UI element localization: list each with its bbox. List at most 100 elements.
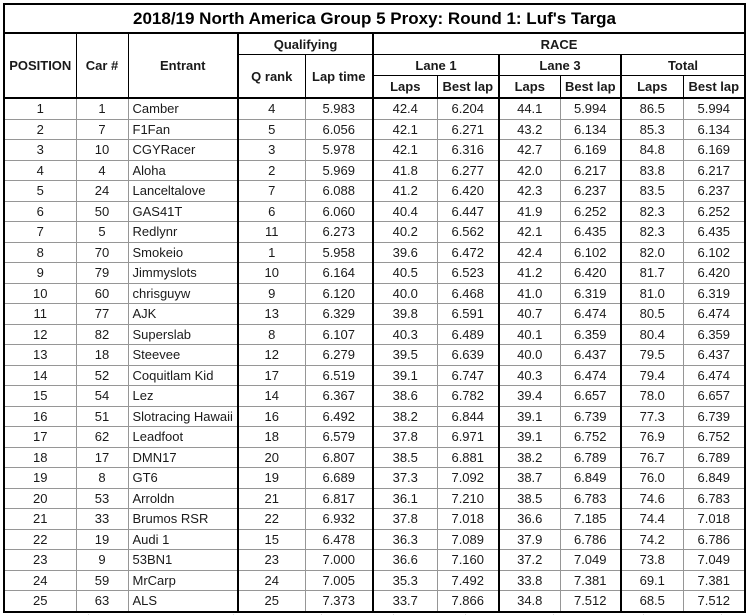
gridline-stub: [393, 613, 394, 615]
cell-lane3-best-lap: 6.849: [559, 467, 622, 489]
cell-lane3-best-lap: 6.789: [559, 446, 622, 468]
table-row: 17 62 Leadfoot 18 6.579 37.8 6.971 39.1 6.752 76.…: [3, 426, 747, 448]
cell-lane3-best-lap: 6.252: [559, 200, 622, 222]
cell-total-laps: 82.3: [620, 200, 684, 222]
cell-total-laps: 78.0: [620, 385, 684, 407]
cell-q-rank: 12: [237, 344, 306, 366]
cell-position: 17: [3, 426, 77, 448]
table-row: 11 77 AJK 13 6.329 39.8 6.591 40.7 6.474 80.5 6.47…: [3, 303, 747, 325]
cell-lane3-laps: 36.6: [498, 508, 561, 530]
cell-total-best-lap: 7.049: [682, 549, 747, 571]
cell-total-best-lap: 6.849: [682, 467, 747, 489]
cell-lane3-laps: 44.1: [498, 97, 561, 120]
table-row: 6 50 GAS41T 6 6.060 40.4 6.447 41.9 6.252 82.3 6.2…: [3, 200, 747, 222]
column-header-total-best-lap: Best lap: [682, 75, 746, 99]
cell-lane1-laps: 41.2: [372, 180, 438, 202]
cell-total-best-lap: 6.169: [682, 139, 747, 161]
cell-lane3-laps: 38.7: [498, 467, 561, 489]
cell-position: 9: [3, 262, 77, 284]
spreadsheet-gridline-stubs: [3, 613, 748, 615]
cell-lane3-laps: 39.1: [498, 426, 561, 448]
cell-lane3-best-lap: 6.169: [559, 139, 622, 161]
cell-lap-time: 6.060: [304, 200, 374, 222]
cell-position: 6: [3, 200, 77, 222]
cell-lane1-best-lap: 7.866: [436, 590, 500, 613]
cell-entrant: Lanceltalove: [127, 180, 239, 202]
table-row: 22 19 Audi 1 15 6.478 36.3 7.089 37.9 6.786 74.2 6…: [3, 528, 747, 550]
cell-lane1-laps: 36.6: [372, 549, 438, 571]
table-title: 2018/19 North America Group 5 Proxy: Rou…: [2, 3, 747, 34]
cell-lane1-best-lap: 6.881: [436, 446, 500, 468]
cell-q-rank: 1: [237, 241, 306, 263]
cell-car-number: 10: [75, 139, 129, 161]
cell-position: 14: [3, 364, 77, 386]
column-header-lap-time: Lap time: [304, 54, 374, 99]
cell-car-number: 60: [75, 282, 129, 304]
cell-lane1-laps: 36.1: [372, 487, 438, 509]
cell-lane3-laps: 42.0: [498, 159, 561, 181]
cell-q-rank: 3: [237, 139, 306, 161]
cell-entrant: GAS41T: [127, 200, 239, 222]
cell-entrant: MrCarp: [127, 569, 239, 591]
cell-entrant: Smokeio: [127, 241, 239, 263]
cell-q-rank: 24: [237, 569, 306, 591]
cell-car-number: 53: [75, 487, 129, 509]
cell-lane3-laps: 39.4: [498, 385, 561, 407]
cell-car-number: 9: [75, 549, 129, 571]
cell-total-laps: 82.3: [620, 221, 684, 243]
cell-position: 10: [3, 282, 77, 304]
table-row: 14 52 Coquitlam Kid 17 6.519 39.1 6.747 40.3 6.4…: [3, 364, 747, 386]
cell-lane1-laps: 39.8: [372, 303, 438, 325]
cell-lane3-laps: 38.2: [498, 446, 561, 468]
cell-lap-time: 6.807: [304, 446, 374, 468]
cell-total-laps: 74.4: [620, 508, 684, 530]
cell-position: 5: [3, 180, 77, 202]
cell-lane1-best-lap: 6.747: [436, 364, 500, 386]
column-group-race: RACE: [371, 32, 746, 55]
cell-lane3-best-lap: 7.185: [559, 508, 622, 530]
cell-q-rank: 8: [237, 323, 306, 345]
cell-lane1-laps: 37.8: [372, 508, 438, 530]
cell-lap-time: 6.164: [304, 262, 374, 284]
cell-total-best-lap: 6.435: [682, 221, 747, 243]
cell-lap-time: 6.273: [304, 221, 374, 243]
cell-lane3-best-lap: 6.359: [559, 323, 622, 345]
cell-lane3-best-lap: 6.134: [559, 118, 622, 140]
column-header-lane1-laps: Laps: [372, 75, 438, 99]
cell-position: 18: [3, 446, 77, 468]
cell-total-laps: 76.7: [620, 446, 684, 468]
cell-total-laps: 86.5: [620, 97, 684, 120]
cell-car-number: 51: [75, 405, 129, 427]
cell-q-rank: 17: [237, 364, 306, 386]
cell-q-rank: 25: [237, 590, 306, 613]
cell-q-rank: 19: [237, 467, 306, 489]
cell-lane3-laps: 39.1: [498, 405, 561, 427]
cell-lane1-laps: 41.8: [372, 159, 438, 181]
cell-position: 4: [3, 159, 77, 181]
cell-lap-time: 6.817: [304, 487, 374, 509]
cell-lane3-best-lap: 6.435: [559, 221, 622, 243]
table-row: 20 53 Arroldn 21 6.817 36.1 7.210 38.5 6.783 74.6…: [3, 487, 747, 509]
cell-total-best-lap: 6.319: [682, 282, 747, 304]
cell-total-laps: 84.8: [620, 139, 684, 161]
cell-total-best-lap: 6.252: [682, 200, 747, 222]
cell-q-rank: 20: [237, 446, 306, 468]
column-group-lane1: Lane 1: [372, 54, 500, 76]
cell-total-best-lap: 6.474: [682, 303, 747, 325]
cell-total-laps: 68.5: [620, 590, 684, 613]
cell-q-rank: 16: [237, 405, 306, 427]
cell-lane1-laps: 40.3: [372, 323, 438, 345]
cell-entrant: Audi 1: [127, 528, 239, 550]
cell-entrant: DMN17: [127, 446, 239, 468]
cell-lane3-best-lap: 5.994: [559, 97, 622, 120]
cell-position: 12: [3, 323, 77, 345]
cell-car-number: 8: [75, 467, 129, 489]
cell-lane1-best-lap: 6.447: [436, 200, 500, 222]
cell-lane3-laps: 34.8: [498, 590, 561, 613]
cell-entrant: ALS: [127, 590, 239, 613]
cell-position: 20: [3, 487, 77, 509]
cell-entrant: Leadfoot: [127, 426, 239, 448]
cell-q-rank: 23: [237, 549, 306, 571]
cell-total-laps: 85.3: [620, 118, 684, 140]
cell-lane1-laps: 36.3: [372, 528, 438, 550]
